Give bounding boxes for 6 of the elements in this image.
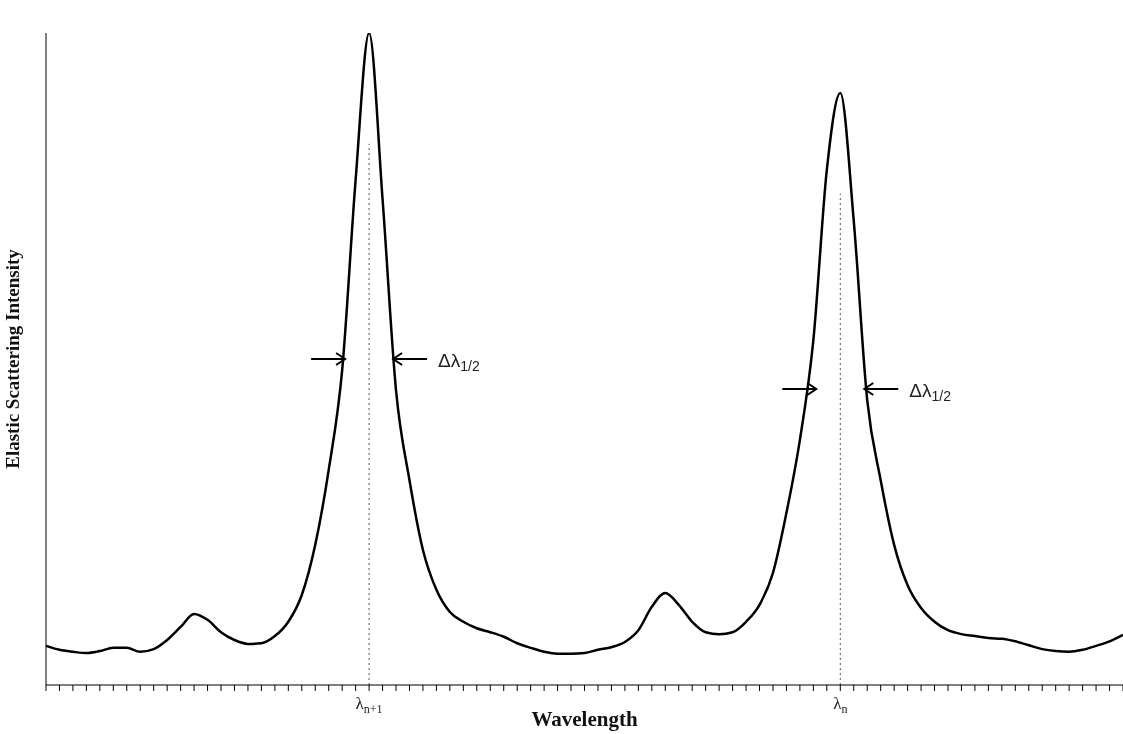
annotation: Δλ$_{1/2}$	[909, 379, 952, 405]
y-axis-title: Elastic Scattering Intensity	[1, 248, 23, 469]
x-tick-label: λ$_{n}$	[833, 694, 848, 716]
annotation: Δλ$_{1/2}$	[438, 350, 480, 375]
x-tick-label: λ$_{n+1}$	[355, 694, 383, 716]
x-axis-title: Wavelength	[531, 707, 638, 731]
